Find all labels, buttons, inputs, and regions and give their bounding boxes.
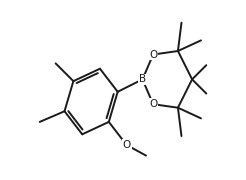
Text: O: O (149, 50, 157, 60)
Text: B: B (139, 74, 146, 84)
Text: O: O (123, 140, 131, 150)
Text: O: O (149, 99, 157, 109)
